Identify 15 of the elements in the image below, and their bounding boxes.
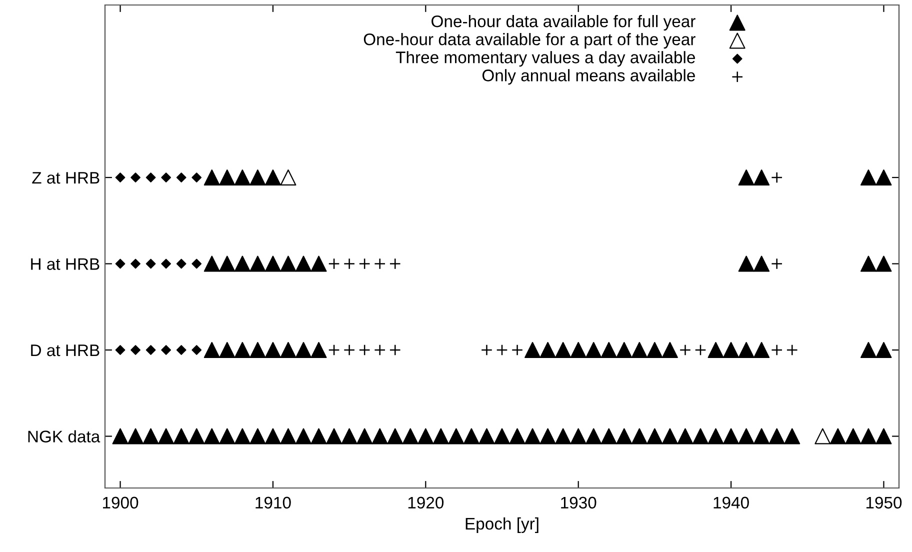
x-tick-label: 1930 (561, 496, 596, 509)
x-tick-label: 1920 (408, 496, 444, 509)
legend-label: One-hour data available for full year (432, 15, 696, 31)
y-tick-label: H at HRB (31, 258, 100, 270)
x-tick-label: 1900 (103, 496, 138, 509)
y-tick-label: NGK data (28, 430, 100, 442)
legend-label: Only annual means available (482, 69, 695, 85)
x-tick-label: 1910 (256, 496, 291, 509)
legend-label: One-hour data available for a part of the year (364, 33, 696, 49)
x-axis-title: Epoch [yr] (466, 517, 538, 533)
x-tick-label: 1950 (866, 496, 902, 509)
y-tick-label: D at HRB (31, 344, 100, 356)
x-tick-label: 1940 (714, 496, 749, 509)
legend-label: Three momentary values a day available (396, 51, 695, 67)
y-tick-label: Z at HRB (32, 172, 100, 184)
